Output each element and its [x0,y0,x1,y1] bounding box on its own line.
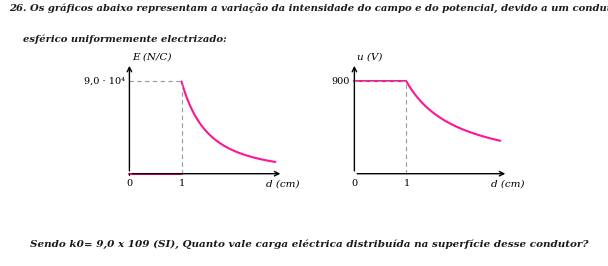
Text: 1: 1 [403,179,410,188]
Text: 1: 1 [178,179,185,188]
Text: 900: 900 [332,77,350,86]
Text: u (V): u (V) [357,52,382,61]
Text: d (cm): d (cm) [266,179,300,188]
Text: 0: 0 [126,179,133,188]
Text: d (cm): d (cm) [491,179,525,188]
Text: Sendo k0= 9,0 x 109 (SI), Quanto vale carga eléctrica distribuída na superfície : Sendo k0= 9,0 x 109 (SI), Quanto vale ca… [30,239,589,249]
Text: 0: 0 [351,179,358,188]
Text: 26. Os gráficos abaixo representam a variação da intensidade do campo e do poten: 26. Os gráficos abaixo representam a var… [9,3,608,13]
Text: 9,0 · 10⁴: 9,0 · 10⁴ [85,77,125,86]
Text: E (N/C): E (N/C) [132,52,171,61]
Text: esférico uniformemente electrizado:: esférico uniformemente electrizado: [9,35,227,44]
